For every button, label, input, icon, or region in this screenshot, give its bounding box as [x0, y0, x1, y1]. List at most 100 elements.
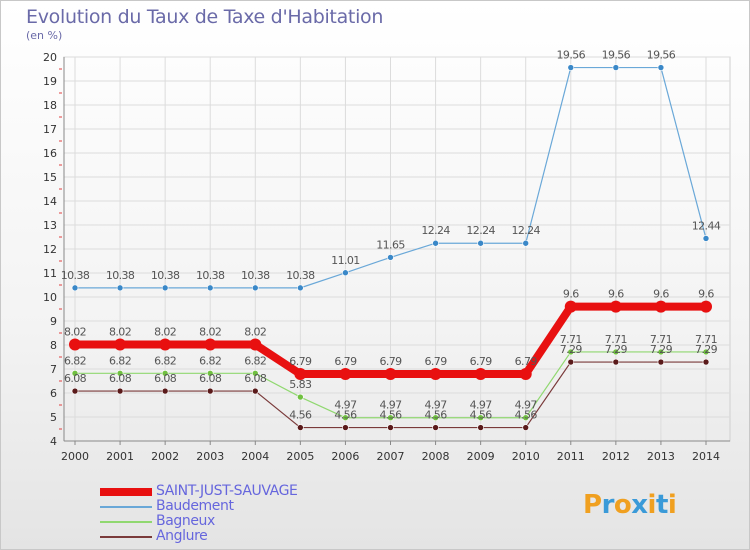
data-label: 10.38 — [196, 269, 225, 282]
data-point — [654, 300, 667, 313]
data-point — [161, 387, 169, 395]
x-tick-label: 2006 — [331, 450, 359, 463]
data-label: 9.6 — [653, 288, 669, 301]
data-point — [567, 64, 575, 71]
data-point — [657, 358, 665, 366]
data-point — [206, 284, 214, 292]
data-point — [384, 368, 397, 381]
data-label: 4.56 — [425, 409, 448, 422]
data-label: 6.79 — [334, 355, 357, 368]
data-label: 7.29 — [560, 343, 583, 356]
data-point — [71, 387, 79, 395]
data-label: 6.08 — [199, 372, 222, 385]
data-point — [609, 300, 622, 313]
data-label: 12.24 — [511, 224, 540, 237]
data-label: 12.24 — [421, 224, 450, 237]
data-label: 8.02 — [154, 326, 176, 339]
data-label: 6.82 — [154, 354, 176, 367]
data-label: 6.82 — [64, 354, 86, 367]
data-label: 6.79 — [470, 355, 493, 368]
unit-label: (en %) — [26, 29, 63, 42]
data-point — [71, 370, 79, 377]
data-label: 4.97 — [515, 399, 538, 412]
data-point — [702, 235, 710, 242]
data-point — [116, 387, 124, 395]
x-tick-label: 2005 — [286, 450, 314, 463]
data-label: 10.38 — [61, 269, 90, 282]
x-tick-label: 2011 — [557, 450, 585, 463]
data-label: 7.71 — [695, 333, 717, 346]
x-tick-label: 2004 — [241, 450, 269, 463]
data-label: 4.56 — [515, 409, 538, 422]
legend-label: Bagneux — [156, 513, 215, 529]
data-point — [114, 338, 127, 351]
x-tick-label: 2013 — [647, 450, 675, 463]
x-tick-label: 2001 — [106, 450, 134, 463]
data-point — [567, 348, 575, 356]
data-label: 6.82 — [199, 354, 221, 367]
data-point — [161, 370, 169, 377]
data-label: 4.97 — [379, 399, 402, 412]
data-point — [116, 284, 124, 292]
data-label: 11.65 — [376, 238, 405, 251]
logo-letter: r — [601, 490, 615, 520]
data-point — [612, 64, 620, 71]
logo-letter: i — [667, 490, 677, 520]
data-label: 4.56 — [334, 409, 357, 422]
y-tick-label: 11 — [43, 267, 57, 280]
data-point — [206, 370, 214, 377]
data-label: 19.56 — [557, 49, 586, 62]
data-point — [71, 284, 79, 292]
data-point — [339, 368, 352, 381]
data-point — [612, 358, 620, 366]
data-label: 6.79 — [289, 355, 312, 368]
x-tick-label: 2010 — [512, 450, 540, 463]
data-point — [522, 424, 530, 431]
data-label: 6.08 — [64, 372, 87, 385]
data-label: 4.97 — [425, 399, 448, 412]
y-tick-label: 5 — [50, 411, 57, 424]
y-tick-label: 13 — [43, 219, 57, 232]
data-label: 6.79 — [379, 355, 402, 368]
data-point — [69, 338, 81, 351]
data-point — [702, 348, 710, 356]
data-label: 7.29 — [605, 343, 628, 356]
x-tick-label: 2002 — [151, 450, 179, 463]
y-tick-label: 6 — [50, 387, 57, 400]
data-label: 5.83 — [289, 378, 312, 391]
data-label: 8.02 — [244, 326, 266, 339]
data-label: 8.02 — [109, 326, 131, 339]
y-tick-label: 4 — [50, 435, 57, 448]
data-label: 19.56 — [602, 49, 631, 62]
logo-letter: i — [647, 490, 657, 520]
legend-label: Baudement — [156, 498, 234, 514]
logo-letter: P — [583, 490, 602, 520]
data-point — [297, 284, 304, 292]
y-tick-label: 16 — [43, 147, 57, 160]
data-point — [700, 300, 712, 313]
y-tick-label: 7 — [50, 363, 57, 376]
data-label: 7.71 — [650, 333, 672, 346]
x-tick-label: 2007 — [377, 450, 405, 463]
data-label: 11.01 — [331, 254, 360, 267]
x-tick-label: 2008 — [422, 450, 450, 463]
data-point — [204, 338, 217, 351]
data-point — [477, 424, 484, 431]
x-tick-label: 2009 — [467, 450, 495, 463]
y-tick-label: 20 — [43, 51, 57, 64]
data-point — [564, 300, 577, 313]
data-label: 10.38 — [286, 269, 315, 282]
data-point — [342, 269, 349, 277]
data-label: 6.08 — [154, 372, 177, 385]
data-label: 19.56 — [647, 49, 676, 62]
data-point — [702, 358, 710, 366]
data-point — [657, 348, 665, 356]
data-point — [251, 387, 259, 395]
data-label: 12.44 — [692, 219, 721, 232]
data-point — [297, 393, 304, 401]
data-label: 6.08 — [244, 372, 267, 385]
data-point — [251, 284, 259, 292]
data-point — [342, 414, 349, 422]
data-label: 7.71 — [605, 333, 627, 346]
data-point — [342, 424, 349, 431]
